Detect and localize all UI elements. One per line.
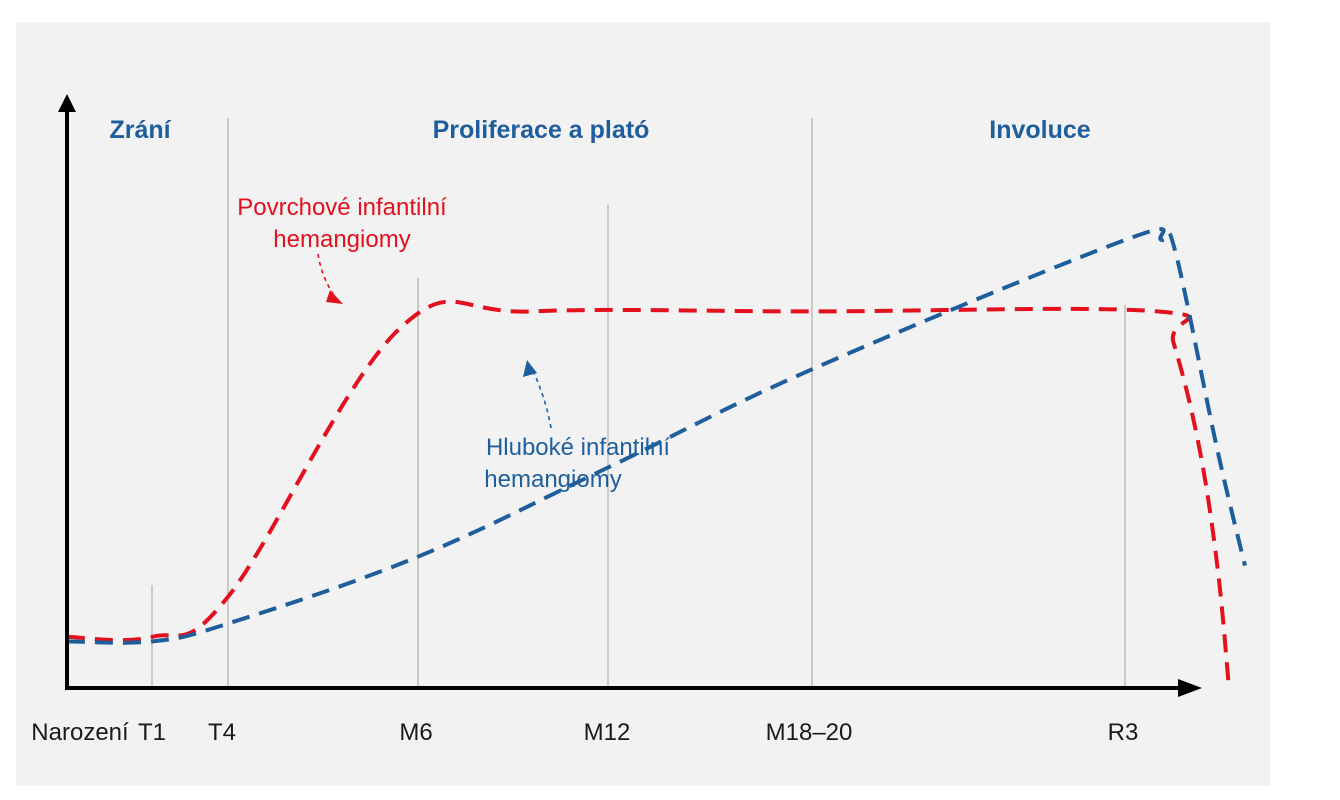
tick-label-m6: M6 [399,719,432,746]
tick-label-r3: R3 [1108,719,1139,746]
tick-label-narozeni: Narození [31,719,129,746]
series-superficial-line [66,299,1231,687]
annotation-deep-line2: hemangiomy [484,466,621,493]
annotation-deep-pointer [530,366,552,429]
x-tick-labels: Narození T1 T4 M6 M12 M18–20 R3 [31,719,1138,746]
y-axis-arrow-icon [58,94,76,112]
phase-label-zrani: Zrání [109,116,171,144]
series-deep-line [66,227,1247,645]
x-axis-arrow-icon [1178,679,1202,697]
annotation-superficial-line2: hemangiomy [273,226,410,253]
annotation-superficial-pointer [317,253,339,302]
annotation-deep-arrow-icon [523,360,537,377]
tick-label-m18-20: M18–20 [766,719,853,746]
annotation-deep-line1: Hluboké infantilní [486,434,670,461]
phase-label-proliferace: Proliferace a plató [433,116,650,144]
chart-panel [16,22,1270,786]
tick-label-t4: T4 [208,719,236,746]
annotation-superficial-line1: Povrchové infantilní [237,194,447,221]
annotation-superficial-arrow-icon [326,290,343,304]
phase-label-involuce: Involuce [989,116,1091,144]
vertical-reference-lines [151,118,1126,688]
series-group [66,227,1247,687]
tick-label-m12: M12 [584,719,631,746]
tick-label-t1: T1 [138,719,166,746]
